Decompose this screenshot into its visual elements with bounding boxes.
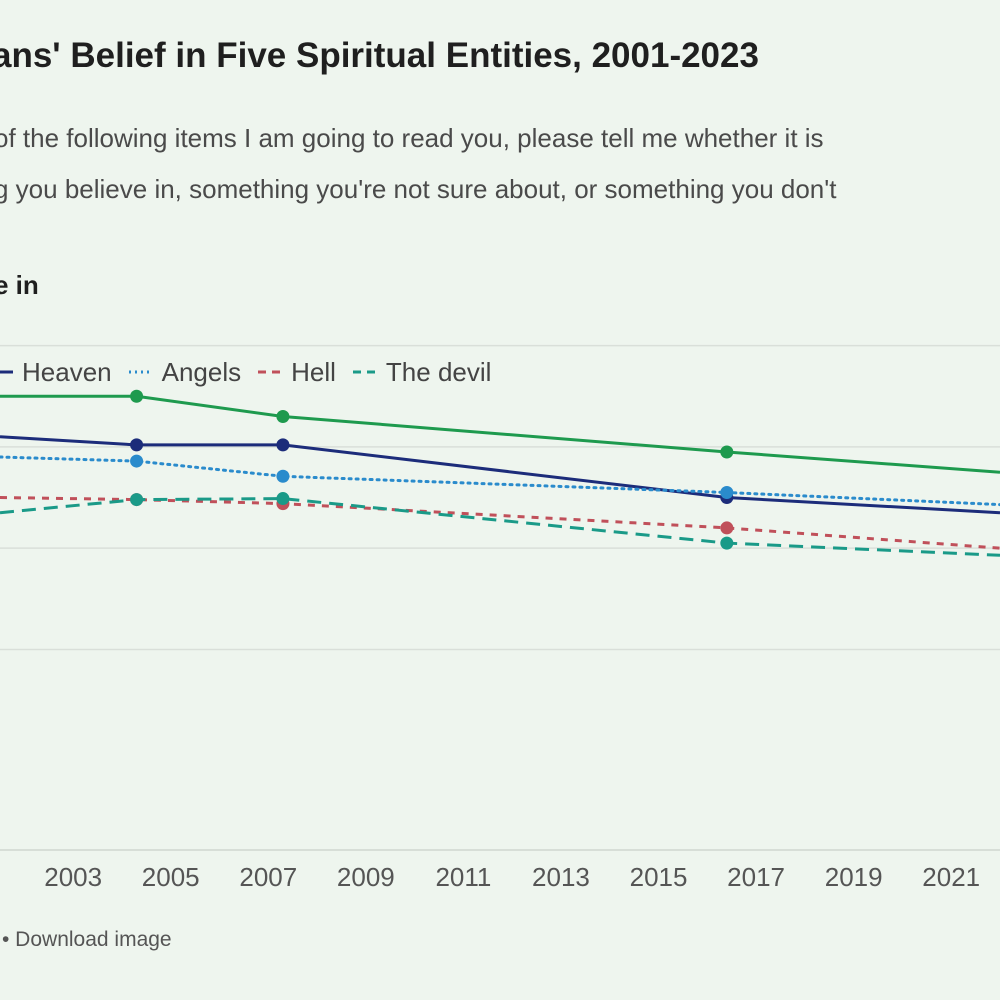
data-point-unlabeled <box>720 445 734 459</box>
data-point-the-devil <box>276 492 290 506</box>
data-point-heaven <box>276 438 290 452</box>
data-point-hell <box>720 521 734 535</box>
legend-item: Hell <box>257 357 336 388</box>
x-tick-label: 2009 <box>337 862 395 892</box>
legend-item: Angels <box>128 356 242 388</box>
x-tick-label: 2005 <box>142 862 200 892</box>
legend-swatch <box>128 370 153 374</box>
chart-title: ans' Belief in Five Spiritual Entities, … <box>0 36 759 75</box>
legend-label: Angels <box>161 356 242 387</box>
x-tick-label: 2007 <box>239 862 297 892</box>
legend-swatch <box>352 370 377 374</box>
download-image-link[interactable]: • Download image <box>2 928 172 951</box>
series-line-heaven <box>0 435 1000 515</box>
legend-label: Hell <box>291 356 336 387</box>
data-point-the-devil <box>720 536 734 550</box>
data-point-unlabeled <box>130 389 144 403</box>
series-line-unlabeled <box>0 394 1000 474</box>
x-tick-label: 2003 <box>44 862 102 892</box>
legend-label: The devil <box>385 356 492 387</box>
x-tick-label: 2017 <box>727 862 785 892</box>
legend-label: Heaven <box>22 356 112 387</box>
legend-item: Heaven <box>0 357 112 388</box>
chart-legend: Heaven Angels Hell The devil <box>0 352 507 392</box>
subtitle-line: g you believe in, something you're not s… <box>0 174 837 204</box>
data-point-angels <box>276 469 290 483</box>
subtitle-line: of the following items I am going to rea… <box>0 123 824 153</box>
data-point-angels <box>130 454 144 468</box>
series-line-angels <box>0 455 1000 507</box>
x-tick-label: 2021 <box>922 862 980 892</box>
x-tick-label: 2019 <box>825 862 883 892</box>
chart-kicker: e in <box>0 270 39 300</box>
legend-swatch <box>258 370 283 374</box>
x-tick-label: 2013 <box>532 862 590 892</box>
legend-swatch <box>0 370 13 374</box>
x-tick-label: 2015 <box>630 862 688 892</box>
chart-subtitle: of the following items I am going to rea… <box>0 113 1000 215</box>
data-point-unlabeled <box>276 410 290 424</box>
data-point-the-devil <box>130 493 144 507</box>
x-tick-label: 2011 <box>435 862 491 892</box>
legend-item: The devil <box>352 356 492 388</box>
data-point-heaven <box>130 438 144 452</box>
series-line-the-devil <box>0 497 1000 557</box>
data-point-angels <box>720 485 734 499</box>
